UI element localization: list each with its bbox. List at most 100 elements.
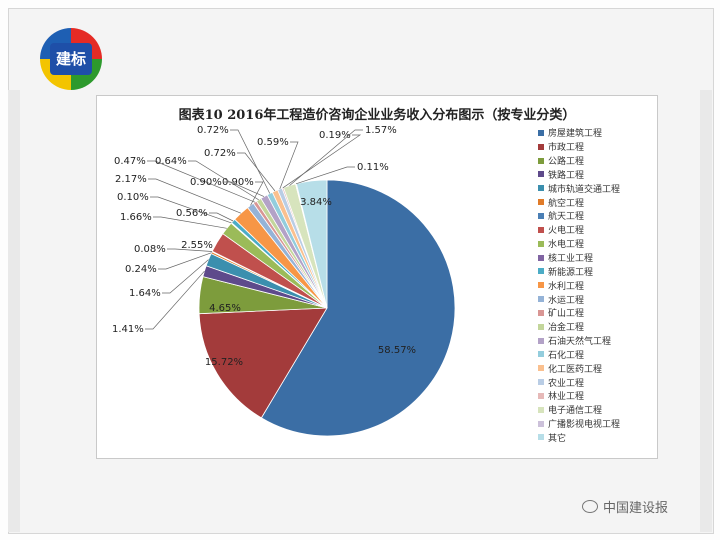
legend-swatch [538, 171, 544, 178]
legend-swatch [538, 185, 544, 192]
slice-label: 0.72% [204, 148, 236, 159]
slice-label: 0.08% [134, 244, 166, 255]
legend-label: 矿山工程 [548, 309, 585, 320]
legend-swatch [538, 282, 544, 289]
legend-item: 核工业工程 [538, 251, 653, 265]
slice-label: 0.19% [319, 130, 351, 141]
slice-label: 1.66% [120, 212, 152, 223]
slice-label: 0.90% [190, 177, 222, 188]
leader-line [167, 248, 213, 252]
leader-line [188, 160, 259, 201]
legend-swatch [538, 351, 544, 358]
legend-item: 公路工程 [538, 154, 653, 168]
legend-label: 石化工程 [548, 350, 585, 361]
legend-item: 矿山工程 [538, 306, 653, 320]
slice-label: 1.41% [112, 324, 144, 335]
legend-label: 电子通信工程 [548, 406, 603, 417]
legend-swatch [538, 226, 544, 233]
slice-label: 2.55% [181, 240, 213, 251]
legend-label: 水电工程 [548, 240, 585, 251]
legend-swatch [538, 199, 544, 206]
chart-panel: 图表10 2016年工程造价咨询企业业务收入分布图示（按专业分类） 58.57%… [96, 95, 658, 459]
leader-line [279, 141, 299, 190]
legend-label: 冶金工程 [548, 323, 585, 334]
legend-label: 农业工程 [548, 378, 585, 389]
leader-line [147, 160, 256, 203]
slice-label: 58.57% [378, 345, 416, 356]
legend-item: 铁路工程 [538, 168, 653, 182]
chart-legend: 房屋建筑工程 市政工程公路工程铁路工程城市轨道交通工程 航空工程航天工程火电工程水电… [538, 126, 653, 444]
slice-label: 0.11% [357, 162, 389, 173]
leader-line [150, 196, 232, 224]
watermark: 中国建设报 [582, 497, 668, 516]
legend-item: 新能源工程 [538, 264, 653, 278]
legend-label: 林业工程 [548, 392, 585, 403]
legend-item: 其它 [538, 431, 653, 445]
pie-slice [198, 307, 328, 419]
legend-swatch [538, 365, 544, 372]
legend-swatch [538, 157, 544, 164]
leader-line [158, 252, 212, 270]
leader-line [153, 216, 227, 229]
legend-swatch [538, 379, 544, 386]
legend-swatch [538, 434, 544, 441]
slice-label: 0.24% [125, 264, 157, 275]
slice-label: 0.59% [257, 137, 289, 148]
legend-label: 航天工程 [548, 212, 585, 223]
legend-label: 石油天然气工程 [548, 337, 612, 348]
leader-line [230, 129, 271, 194]
wechat-icon [582, 500, 598, 513]
legend-label: 城市轨道交通工程 [548, 184, 621, 195]
legend-swatch [538, 392, 544, 399]
legend-item: 水运工程 [538, 292, 653, 306]
chart-title: 图表10 2016年工程造价咨询企业业务收入分布图示（按专业分类） [178, 108, 576, 123]
legend-label: 公路工程 [548, 157, 585, 168]
legend-swatch [538, 420, 544, 427]
legend-item: 航天工程 [538, 209, 653, 223]
legend-item: 房屋建筑工程 [538, 126, 653, 140]
legend-swatch [538, 296, 544, 303]
slice-label: 0.47% [114, 156, 146, 167]
legend-item: 广播影视电视工程 [538, 417, 653, 431]
leader-line [289, 129, 363, 186]
legend-label: 航空工程 [548, 198, 585, 209]
leader-line [282, 134, 362, 189]
leader-line [145, 270, 205, 330]
leader-line [162, 259, 209, 294]
leader-line [209, 212, 234, 222]
legend-label: 火电工程 [548, 226, 585, 237]
legend-label: 房屋建筑工程 [548, 129, 603, 140]
legend-label: 其它 [548, 433, 567, 444]
legend-item: 水利工程 [538, 278, 653, 292]
legend-label: 新能源工程 [548, 267, 594, 278]
legend-label: 化工医药工程 [548, 364, 603, 375]
legend-label: 铁路工程 [548, 170, 585, 181]
legend-item: 火电工程 [538, 223, 653, 237]
legend-swatch [538, 337, 544, 344]
legend-swatch [538, 254, 544, 261]
slice-label: 0.56% [176, 208, 208, 219]
legend-swatch [538, 268, 544, 275]
leader-line [223, 181, 265, 197]
legend-item: 化工医药工程 [538, 361, 653, 375]
legend-item: 市政工程 [538, 140, 653, 154]
slice-label: 15.72% [205, 357, 243, 368]
legend-label: 水运工程 [548, 295, 585, 306]
pie-chart: 58.57% 15.72% 4.65% 1.41% 1.64% 0.24% 0.08% 2.5… [112, 125, 456, 437]
slice-label: 0.64% [155, 156, 187, 167]
legend-swatch [538, 212, 544, 219]
legend-swatch [538, 323, 544, 330]
legend-item: 冶金工程 [538, 320, 653, 334]
leader-line [295, 166, 355, 185]
legend-swatch [538, 406, 544, 413]
legend-label: 水利工程 [548, 281, 585, 292]
legend-item: 城市轨道交通工程 [538, 181, 653, 195]
slice-label: 0.90% [222, 177, 254, 188]
legend-swatch [538, 129, 544, 136]
leader-line [237, 152, 276, 192]
leader-line [148, 178, 242, 214]
jianbiao-logo: 建标 [40, 28, 102, 90]
legend-swatch [538, 240, 544, 247]
slice-label: 2.17% [115, 174, 147, 185]
legend-item: 电子通信工程 [538, 403, 653, 417]
